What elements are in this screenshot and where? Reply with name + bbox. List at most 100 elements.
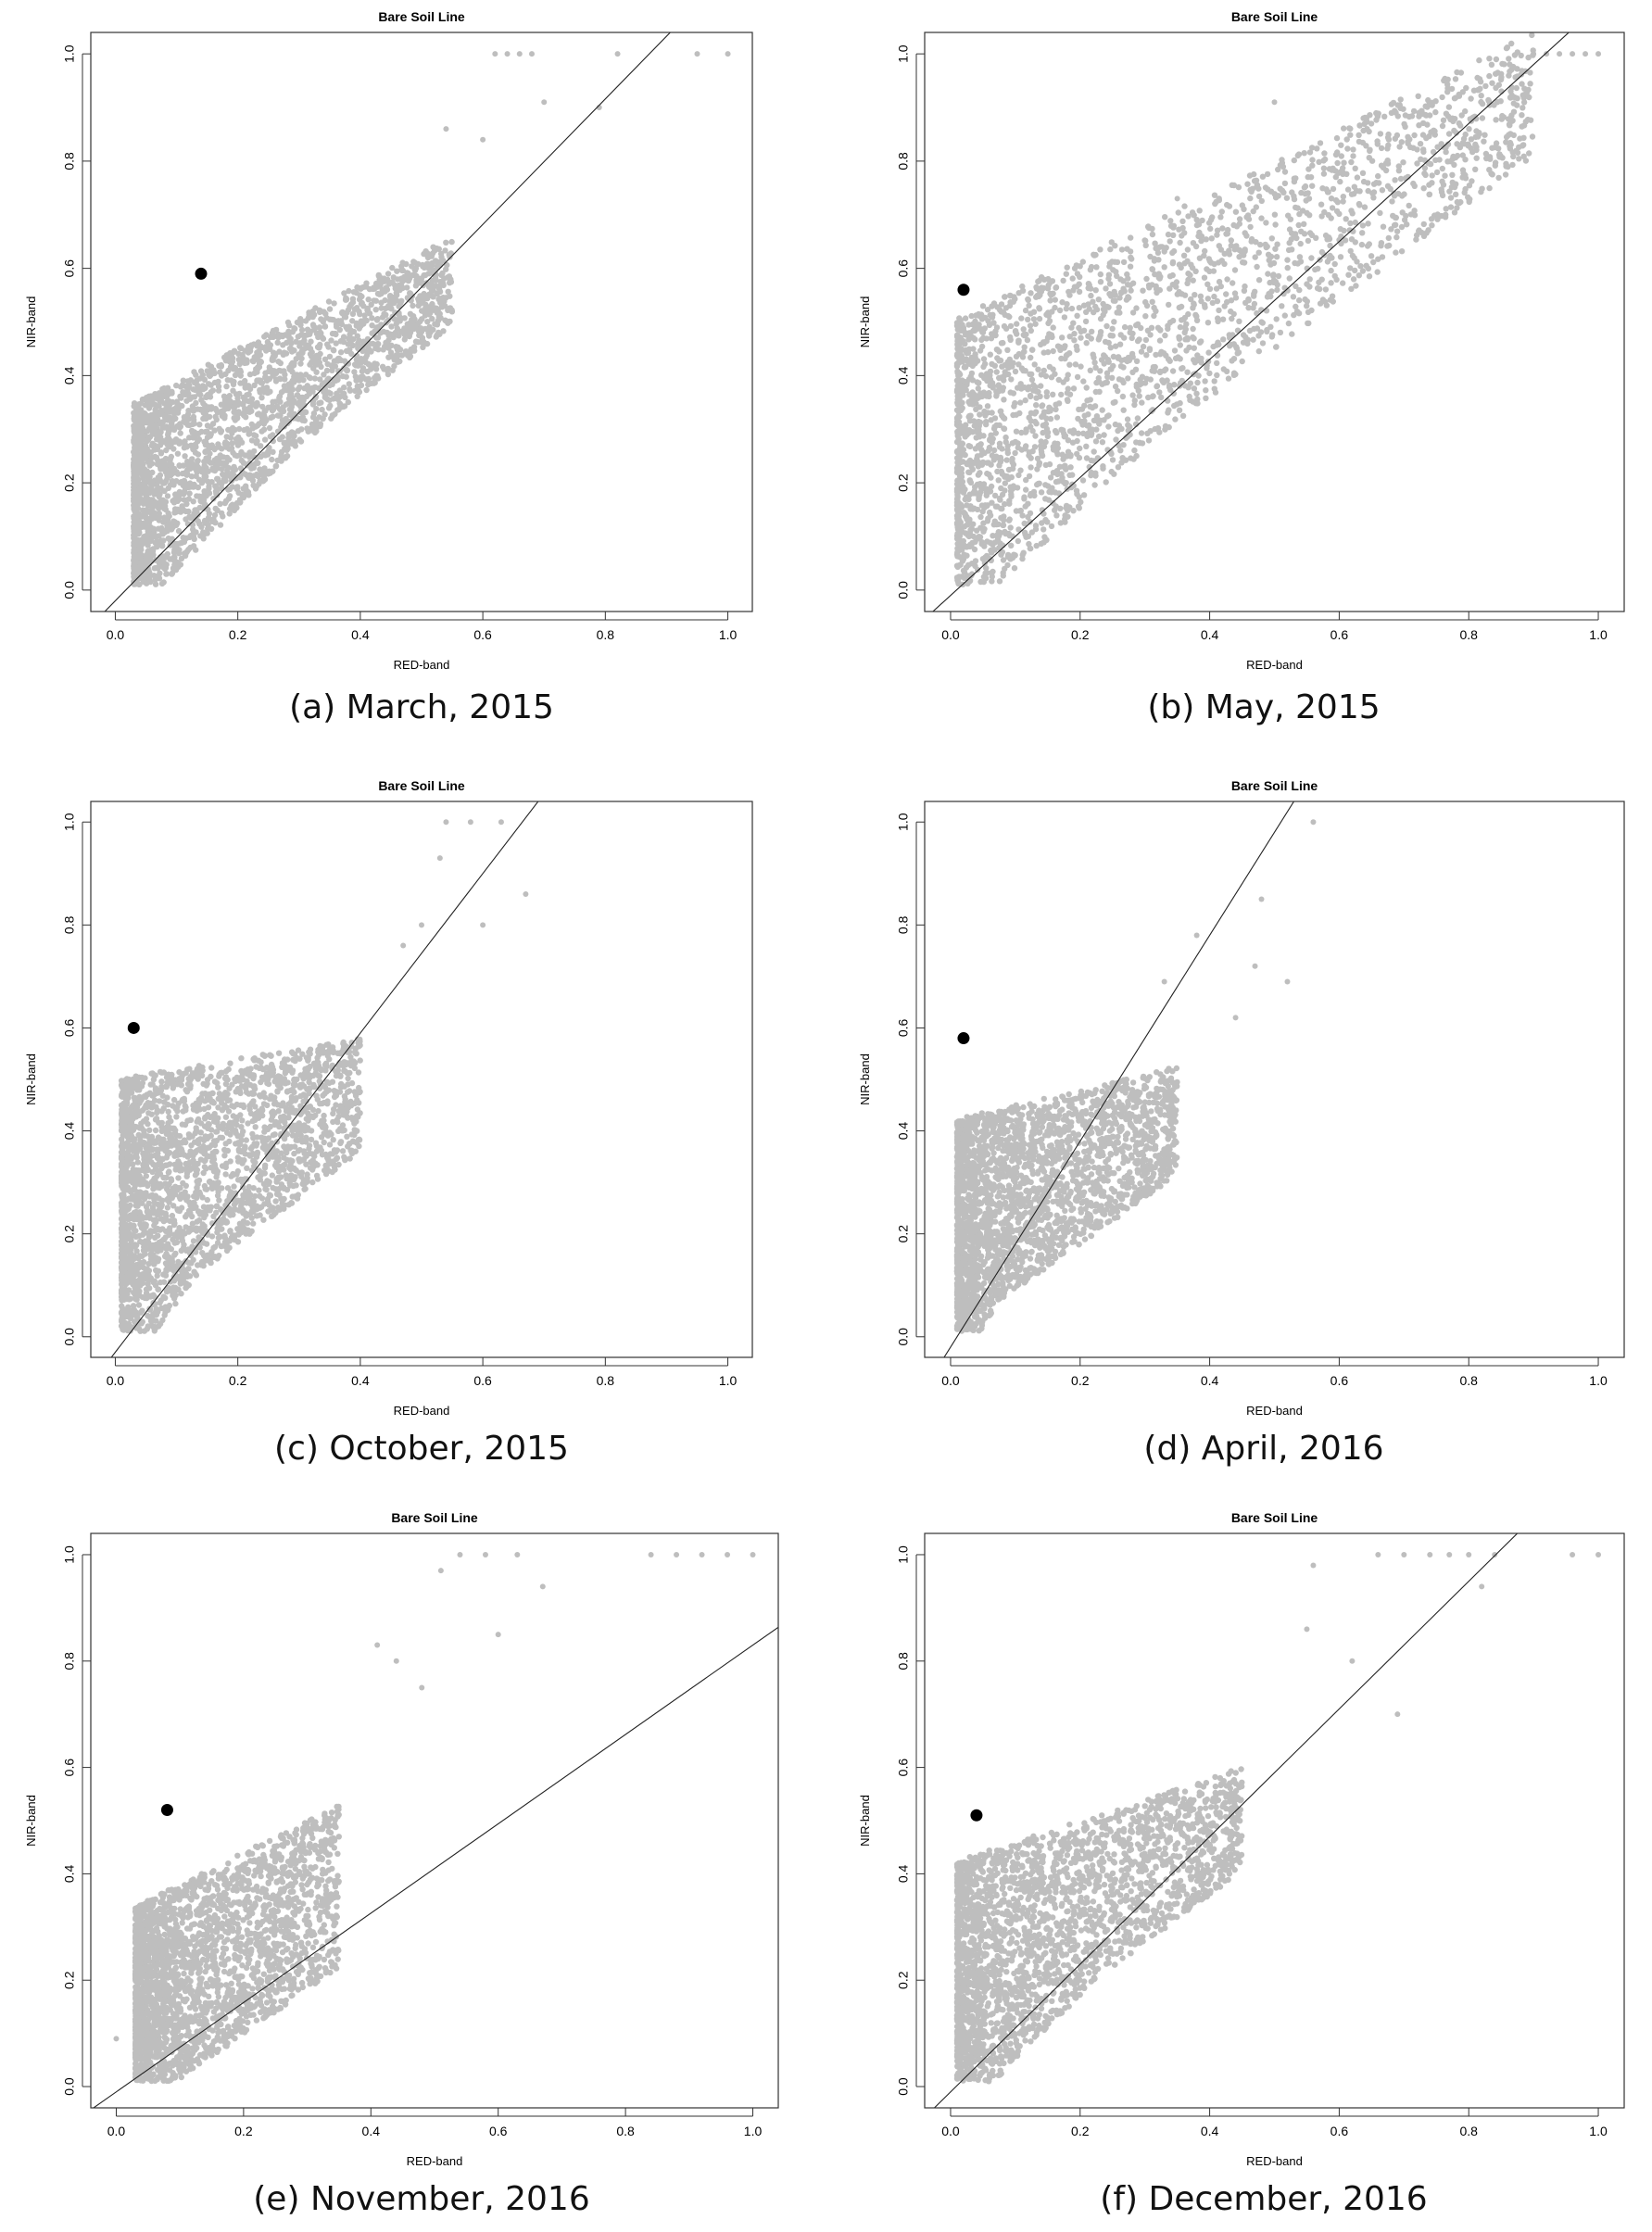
data-point: [1414, 146, 1420, 153]
data-point: [372, 297, 379, 304]
data-point: [966, 418, 974, 424]
data-point: [187, 465, 194, 473]
data-point: [362, 284, 370, 290]
data-point: [151, 565, 158, 572]
data-point: [246, 474, 252, 481]
data-point: [175, 527, 183, 535]
data-point: [208, 525, 215, 532]
data-point: [1434, 216, 1441, 222]
data-point: [1320, 165, 1328, 171]
data-point: [139, 396, 146, 403]
data-point: [297, 360, 304, 367]
data-point: [1284, 257, 1291, 263]
data-point: [362, 376, 370, 383]
data-point: [1482, 132, 1488, 138]
data-point: [179, 503, 185, 510]
data-point: [1340, 194, 1347, 200]
data-point: [1070, 508, 1077, 514]
data-point: [1040, 422, 1047, 429]
data-point: [1026, 449, 1033, 456]
data-point: [1524, 116, 1532, 123]
data-point: [1397, 96, 1404, 103]
data-point: [1348, 285, 1355, 292]
data-point: [180, 383, 186, 389]
data-point: [206, 413, 213, 421]
data-point: [303, 372, 309, 378]
data-point: [1075, 415, 1081, 422]
data-point: [358, 356, 365, 362]
data-point: [1477, 85, 1483, 93]
data-point: [1021, 344, 1028, 350]
data-point: [1192, 292, 1198, 298]
data-point: [1086, 463, 1093, 471]
data-point: [146, 501, 154, 509]
data-point: [280, 351, 286, 358]
data-point: [1044, 285, 1052, 292]
data-point: [1012, 368, 1019, 375]
data-point: [206, 514, 212, 521]
data-point: [1050, 391, 1056, 397]
data-point: [180, 462, 187, 469]
data-point: [169, 478, 176, 485]
data-point: [1008, 542, 1015, 549]
data-point: [1289, 331, 1295, 337]
data-point: [1377, 131, 1384, 137]
data-point: [1166, 407, 1172, 413]
data-point: [161, 529, 169, 536]
data-point: [1128, 287, 1134, 294]
data-point: [1184, 336, 1191, 343]
data-point: [1219, 225, 1226, 232]
x-tick-label: 0.6: [473, 627, 492, 642]
data-point: [1479, 115, 1486, 121]
data-point: [240, 460, 247, 466]
data-point: [429, 315, 435, 322]
data-point: [1117, 448, 1124, 454]
data-point: [142, 484, 149, 490]
data-point: [227, 485, 233, 492]
data-point: [1166, 384, 1173, 391]
data-point: [954, 494, 961, 500]
data-point: [285, 396, 293, 402]
data-point: [1181, 260, 1188, 267]
data-point: [1097, 368, 1103, 374]
data-point: [443, 266, 449, 272]
data-point: [1420, 148, 1427, 156]
data-point: [1076, 454, 1083, 461]
data-point: [1314, 145, 1320, 152]
data-point: [981, 360, 989, 367]
data-point: [1137, 376, 1143, 384]
data-point: [1320, 170, 1328, 177]
data-point: [1166, 238, 1173, 245]
data-point: [131, 487, 138, 494]
data-point: [1000, 570, 1006, 576]
data-point: [1334, 149, 1341, 156]
data-point: [169, 426, 176, 433]
data-point: [211, 511, 219, 519]
data-point: [1471, 113, 1478, 120]
data-point: [1356, 132, 1362, 138]
data-point: [154, 446, 160, 452]
data-point: [1179, 218, 1186, 224]
data-point: [399, 259, 406, 266]
data-point: [1083, 340, 1090, 347]
data-point: [1521, 85, 1528, 92]
data-point: [1050, 447, 1057, 453]
data-point: [353, 320, 359, 327]
data-point: [240, 493, 247, 499]
data-point: [1363, 143, 1369, 149]
data-point: [298, 326, 306, 334]
data-point: [1333, 276, 1340, 284]
data-point: [1156, 389, 1163, 396]
data-point: [1340, 280, 1346, 286]
data-point: [1520, 105, 1526, 111]
data-point: [1149, 393, 1156, 400]
data-point: [1025, 296, 1031, 303]
data-point: [1218, 208, 1226, 215]
outlier-point: [443, 126, 449, 132]
data-point: [246, 431, 252, 437]
data-point: [1026, 384, 1032, 390]
data-point: [415, 302, 422, 309]
data-point: [987, 372, 993, 379]
data-point: [1413, 236, 1419, 243]
data-point: [1096, 388, 1103, 395]
